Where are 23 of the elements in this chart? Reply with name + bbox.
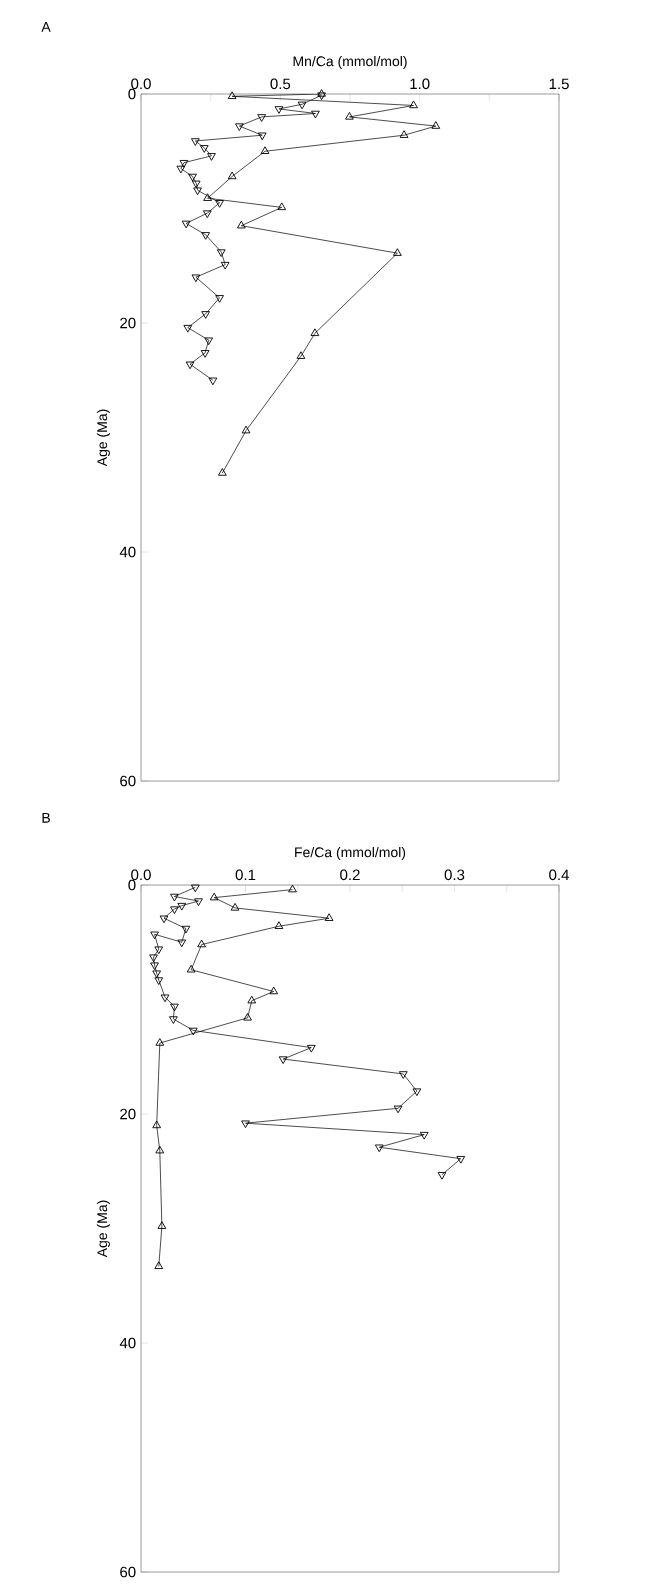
y-tick-label: 20: [120, 317, 136, 329]
x-axis-title: Mn/Ca (mmol/mol): [293, 55, 407, 69]
x-tick-label: 1.5: [549, 78, 569, 90]
x-tick-label: 0.0: [131, 78, 151, 90]
y-tick-label: 40: [119, 546, 136, 558]
x-tick-label: 0.2: [340, 869, 360, 881]
x-axis-title: Fe/Ca (mmol/mol): [295, 846, 406, 861]
y-tick-label: 0: [128, 88, 136, 100]
x-tick-label: 0.3: [444, 869, 465, 881]
y-tick-label: 0: [128, 879, 136, 891]
y-tick-label: 60: [120, 775, 136, 787]
y-axis-title: Age (Ma): [96, 409, 110, 467]
y-tick-label: 20: [120, 1108, 136, 1120]
x-tick-label: 0.1: [235, 869, 256, 881]
x-tick-label: 1.0: [410, 78, 430, 90]
chart-title: A: [41, 22, 51, 32]
chart-title: B: [42, 813, 50, 823]
y-tick-label: 40: [119, 1337, 136, 1349]
y-axis-title: Age (Ma): [96, 1200, 110, 1258]
x-tick-label: 0.0: [131, 869, 151, 881]
x-tick-label: 0.4: [549, 869, 569, 881]
y-tick-label: 60: [120, 1566, 136, 1578]
x-tick-label: 0.5: [270, 78, 291, 90]
